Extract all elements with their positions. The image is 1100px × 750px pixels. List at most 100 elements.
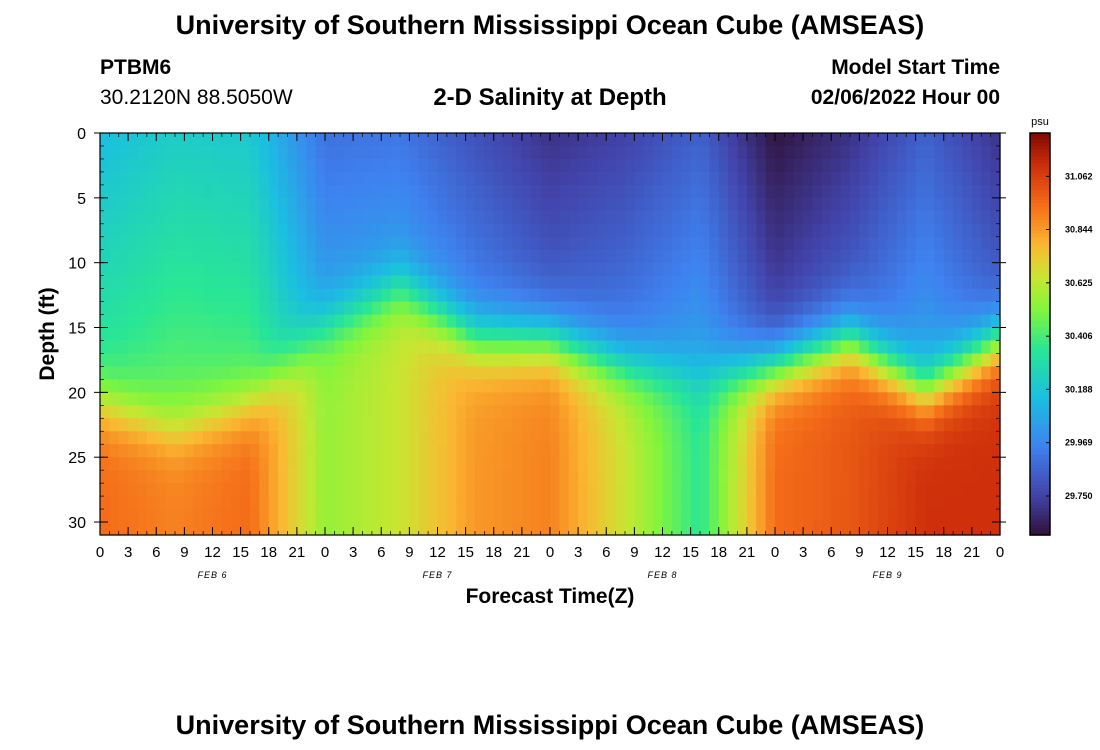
heatmap-cell xyxy=(484,262,495,277)
heatmap-cell xyxy=(418,405,429,419)
heatmap-cell xyxy=(550,210,560,225)
heatmap-cell xyxy=(925,327,935,342)
x-tick-label: 21 xyxy=(289,544,306,561)
x-tick-label: 0 xyxy=(996,544,1004,561)
heatmap-cell xyxy=(184,405,195,419)
heatmap-cell xyxy=(681,184,692,199)
heatmap-cell xyxy=(634,184,645,199)
heatmap-cell xyxy=(315,288,326,303)
heatmap-cell xyxy=(353,470,364,484)
heatmap-cell xyxy=(475,249,485,264)
heatmap-cell xyxy=(118,171,129,186)
heatmap-cell xyxy=(325,353,335,368)
heatmap-cell xyxy=(353,483,364,497)
heatmap-cell xyxy=(662,444,673,458)
heatmap-cell xyxy=(812,496,823,510)
heatmap-cell xyxy=(653,496,664,510)
heatmap-cell xyxy=(437,314,448,329)
heatmap-cell xyxy=(662,405,673,419)
heatmap-cell xyxy=(334,301,345,316)
colorbar-segment xyxy=(1030,250,1050,255)
heatmap-cell xyxy=(240,379,251,393)
heatmap-cell xyxy=(343,301,354,316)
heatmap-cell xyxy=(118,288,129,303)
heatmap-cell xyxy=(315,418,326,432)
heatmap-cell xyxy=(175,223,185,238)
heatmap-cell xyxy=(962,379,973,393)
heatmap-cell xyxy=(887,158,898,173)
heatmap-cell xyxy=(700,171,710,186)
heatmap-cell xyxy=(128,314,139,329)
heatmap-cell xyxy=(784,522,795,536)
heatmap-cell xyxy=(709,171,720,186)
heatmap-cell xyxy=(521,431,532,445)
heatmap-cell xyxy=(643,158,654,173)
heatmap-cell xyxy=(643,418,654,432)
heatmap-cell xyxy=(390,236,401,251)
heatmap-cell xyxy=(250,366,260,380)
heatmap-cell xyxy=(156,509,167,523)
colorbar-segment xyxy=(1030,189,1050,194)
heatmap-cell xyxy=(915,275,926,290)
date-label: FEB 7 xyxy=(422,570,452,580)
heatmap-cell xyxy=(915,236,926,251)
heatmap-cell xyxy=(109,496,120,510)
heatmap-cell xyxy=(606,496,617,510)
heatmap-cell xyxy=(175,327,185,342)
heatmap-cell xyxy=(934,133,945,147)
heatmap-cell xyxy=(915,405,926,419)
heatmap-cell xyxy=(615,405,626,419)
heatmap-cell xyxy=(250,314,260,329)
heatmap-cell xyxy=(868,288,879,303)
heatmap-cell xyxy=(606,392,617,406)
heatmap-cell xyxy=(746,158,757,173)
heatmap-cell xyxy=(634,405,645,419)
colorbar-segment xyxy=(1030,226,1050,231)
heatmap-cell xyxy=(896,444,907,458)
heatmap-cell xyxy=(840,353,851,368)
heatmap-cell xyxy=(962,353,973,368)
heatmap-cell xyxy=(615,262,626,277)
heatmap-cell xyxy=(100,392,110,406)
heatmap-cell xyxy=(446,392,457,406)
heatmap-cell xyxy=(259,301,270,316)
heatmap-cell xyxy=(784,392,795,406)
heatmap-cell xyxy=(831,522,842,536)
heatmap-cell xyxy=(606,509,617,523)
heatmap-cell xyxy=(437,379,448,393)
heatmap-cell xyxy=(418,210,429,225)
heatmap-cell xyxy=(831,431,842,445)
heatmap-cell xyxy=(756,509,767,523)
heatmap-cell xyxy=(540,301,551,316)
heatmap-cell xyxy=(278,249,289,264)
heatmap-cell xyxy=(765,275,776,290)
heatmap-cell xyxy=(250,470,260,484)
heatmap-cell xyxy=(953,327,964,342)
heatmap-cell xyxy=(175,366,185,380)
heatmap-cell xyxy=(334,288,345,303)
heatmap-cell xyxy=(981,444,992,458)
heatmap-cell xyxy=(418,223,429,238)
heatmap-cell xyxy=(653,210,664,225)
heatmap-cell xyxy=(400,314,410,329)
heatmap-cell xyxy=(278,314,289,329)
heatmap-cell xyxy=(156,405,167,419)
heatmap-cell xyxy=(775,301,785,316)
heatmap-cell xyxy=(531,262,542,277)
y-tick-label: 20 xyxy=(68,385,86,402)
colorbar-segment xyxy=(1030,401,1050,405)
heatmap-cell xyxy=(165,249,176,264)
heatmap-cell xyxy=(146,509,157,523)
heatmap-cell xyxy=(859,392,870,406)
heatmap-cell xyxy=(803,392,814,406)
heatmap-cell xyxy=(268,327,279,342)
heatmap-cell xyxy=(203,171,214,186)
heatmap-cell xyxy=(325,405,335,419)
heatmap-cell xyxy=(287,444,298,458)
heatmap-cell xyxy=(306,249,317,264)
heatmap-cell xyxy=(765,184,776,199)
heatmap-cell xyxy=(456,288,467,303)
heatmap-cell xyxy=(175,184,185,199)
heatmap-cell xyxy=(615,249,626,264)
heatmap-cell xyxy=(128,223,139,238)
